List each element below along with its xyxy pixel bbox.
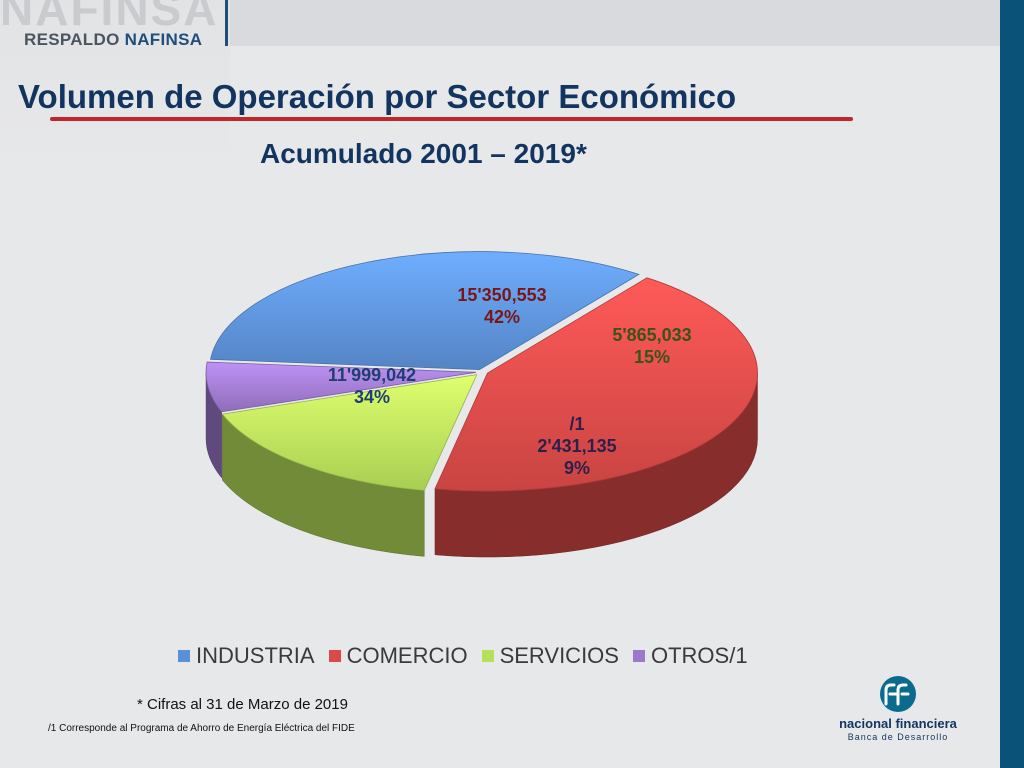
date-note: * Cifras al 31 de Marzo de 2019: [137, 696, 348, 713]
data-label-otros-1-prefix: /1: [569, 414, 584, 434]
data-label-comercio-percent: 42%: [484, 307, 520, 327]
legend-label: OTROS/1: [650, 643, 748, 668]
logo-name: nacional financiera: [839, 716, 957, 731]
brand-watermark: NAFINSA: [0, 0, 219, 35]
data-label-otros-1-value: 2'431,135: [537, 436, 616, 456]
legend-item-otros-1: OTROS/1: [632, 643, 748, 669]
legend-swatch: [481, 650, 494, 662]
legend-item-comercio: COMERCIO: [328, 643, 468, 669]
pie-slice-servicios: [221, 374, 478, 491]
brand-subtitle: RESPALDO NAFINSA: [24, 30, 202, 50]
pie-sides: [205, 372, 758, 558]
pie-slice-comercio: [434, 277, 758, 492]
data-label-servicios-percent: 15%: [634, 347, 670, 367]
logo-tagline: Banca de Desarrollo: [847, 732, 949, 742]
legend-swatch: [328, 650, 341, 662]
chart-legend: INDUSTRIA COMERCIO SERVICIOS OTROS/1: [178, 642, 762, 670]
legend-label: SERVICIOS: [499, 643, 619, 668]
footnote: /1 Corresponde al Programa de Ahorro de …: [48, 723, 355, 734]
legend-item-industria: INDUSTRIA: [178, 643, 315, 669]
pie-slice-otros-1: [205, 361, 477, 413]
legend-swatch: [178, 650, 190, 662]
data-label-otros-1-percent: 9%: [564, 458, 590, 478]
data-label-servicios-value: 5'865,033: [612, 325, 691, 345]
nafin-logo-icon: [880, 676, 916, 712]
legend-label: INDUSTRIA: [196, 643, 315, 668]
header-corner: [0, 0, 230, 175]
data-label-industria-percent: 34%: [354, 387, 390, 407]
data-label-comercio-value: 15'350,553: [457, 285, 546, 305]
title-underline: [50, 117, 853, 121]
nafin-logo: nacional financiera Banca de Desarrollo: [828, 676, 968, 746]
brand-subtitle-prefix: RESPALDO: [24, 30, 125, 49]
pie-slice-industria: [210, 251, 640, 371]
legend-label: COMERCIO: [346, 643, 468, 668]
legend-item-servicios: SERVICIOS: [481, 643, 619, 669]
pie-tops: [205, 251, 758, 492]
slide-title: Volumen de Operación por Sector Económic…: [18, 78, 737, 115]
slide-subtitle: Acumulado 2001 – 2019*: [260, 138, 587, 169]
right-accent-bar: [1000, 0, 1024, 768]
brand-subtitle-name: NAFINSA: [124, 30, 203, 49]
data-label-industria-value: 11'999,042: [328, 365, 416, 385]
brand-divider: [225, 0, 228, 46]
legend-swatch: [632, 650, 645, 662]
